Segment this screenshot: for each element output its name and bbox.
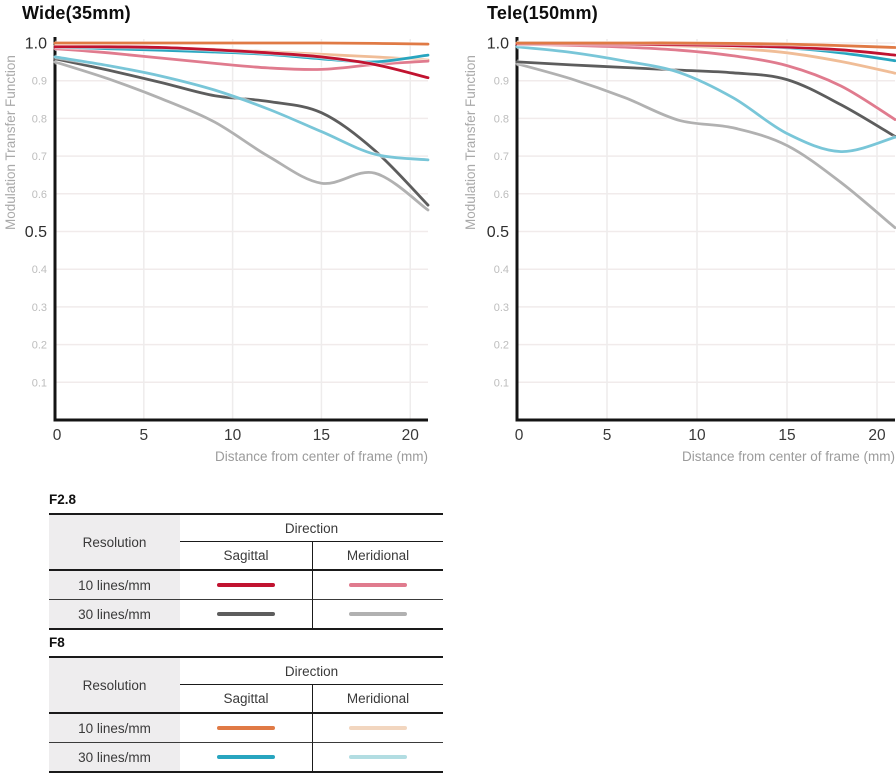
y-tick-label: 0.3 <box>494 302 509 314</box>
x-tick-label: 20 <box>868 427 886 444</box>
direction-header: Direction <box>180 658 443 685</box>
legend-swatch-meridional <box>349 726 407 730</box>
curve-f8-10-sagittal <box>515 41 896 49</box>
aperture-label: F8 <box>49 635 65 650</box>
legend-swatch-cell-sagittal <box>180 571 312 600</box>
legend-swatch-cell-sagittal <box>180 714 312 743</box>
curve-f28-30-meridional <box>515 62 896 230</box>
x-tick-label: 15 <box>778 427 795 444</box>
x-tick-label: 5 <box>139 427 148 444</box>
legend-swatch-cell-meridional <box>312 571 443 600</box>
resolution-header: Resolution <box>49 515 180 571</box>
x-axis-label: Distance from center of frame (mm) <box>681 449 895 464</box>
y-tick-label: 1.0 <box>487 36 509 53</box>
x-tick-label: 0 <box>515 427 524 444</box>
legend-table-f28: F2.8 Resolution Direction Sagittal Meridiona… <box>49 492 443 630</box>
legend-swatch-meridional <box>349 612 407 616</box>
resolution-label: 30 lines/mm <box>49 743 180 771</box>
y-tick-label: 0.2 <box>32 340 47 352</box>
resolution-header: Resolution <box>49 658 180 714</box>
meridional-header: Meridional <box>312 685 443 714</box>
y-tick-label: 0.1 <box>32 377 47 389</box>
legend-swatch-sagittal <box>217 583 275 587</box>
aperture-label: F2.8 <box>49 492 77 507</box>
legend-swatch-cell-meridional <box>312 714 443 743</box>
x-tick-label: 10 <box>688 427 706 444</box>
y-tick-label: 0.7 <box>32 151 47 163</box>
y-tick-label: 0.8 <box>32 113 47 125</box>
legend-swatch-sagittal <box>217 726 275 730</box>
y-tick-label: 0.4 <box>32 264 47 276</box>
curve-halo <box>54 59 430 212</box>
legend-swatch-meridional <box>349 755 407 759</box>
x-tick-label: 0 <box>53 427 62 444</box>
y-tick-label: 0.2 <box>494 340 509 352</box>
legend-grid: Resolution Direction Sagittal Meridional 10 … <box>49 513 443 630</box>
y-tick-label: 0.1 <box>494 377 509 389</box>
y-tick-label: 0.9 <box>494 76 509 88</box>
legend-swatch-meridional <box>349 583 407 587</box>
resolution-label: 30 lines/mm <box>49 600 180 628</box>
curve-f28-10-sagittal <box>53 45 430 80</box>
direction-header: Direction <box>180 515 443 542</box>
chart-title-wide: Wide(35mm) <box>22 3 131 23</box>
y-tick-label: 0.8 <box>494 113 509 125</box>
meridional-header: Meridional <box>312 542 443 571</box>
y-tick-label: 0.7 <box>494 151 509 163</box>
x-tick-label: 5 <box>603 427 612 444</box>
curve-f8-30-meridional <box>515 45 896 154</box>
x-tick-label: 15 <box>313 427 330 444</box>
x-axis-label: Distance from center of frame (mm) <box>214 449 428 464</box>
y-tick-label: 0.3 <box>32 302 47 314</box>
curve-f28-30-meridional <box>53 60 430 212</box>
y-tick-label: 0.4 <box>494 264 509 276</box>
resolution-label: 10 lines/mm <box>49 714 180 743</box>
resolution-label: 10 lines/mm <box>49 571 180 600</box>
x-tick-label: 10 <box>224 427 242 444</box>
sagittal-header: Sagittal <box>180 542 312 571</box>
legend-swatch-sagittal <box>217 612 275 616</box>
plot-area-wide: 1.0 0.9 0.8 0.7 0.6 0.5 0.4 0.3 0.2 0.1 0 5 10 15 20 <box>25 36 430 444</box>
curve-f28-30-sagittal <box>515 60 896 138</box>
legend-grid: Resolution Direction Sagittal Meridional 10 … <box>49 656 443 773</box>
legend-swatch-cell-meridional <box>312 743 443 771</box>
chart-title-tele: Tele(150mm) <box>487 3 598 23</box>
mtf-chart-wide: Wide(35mm) Modulation Transfer Function … <box>0 0 448 470</box>
y-tick-label: 0.5 <box>487 224 509 241</box>
plot-area-tele: 1.0 0.9 0.8 0.7 0.6 0.5 0.4 0.3 0.2 0.1 0 5 10 15 20 <box>487 36 896 444</box>
mtf-chart-tele: Tele(150mm) Modulation Transfer Function… <box>448 0 896 470</box>
curve-halo <box>516 61 896 230</box>
legend-table-f8: F8 Resolution Direction Sagittal Meridional 1… <box>49 635 443 773</box>
legend-swatch-sagittal <box>217 755 275 759</box>
y-tick-label: 0.5 <box>25 224 47 241</box>
y-tick-label: 1.0 <box>25 36 47 53</box>
y-tick-label: 0.6 <box>494 189 509 201</box>
sagittal-header: Sagittal <box>180 685 312 714</box>
curve-f8-10-sagittal <box>53 41 430 46</box>
curve-f8-30-meridional <box>53 55 430 162</box>
x-tick-label: 20 <box>402 427 420 444</box>
y-tick-label: 0.6 <box>32 189 47 201</box>
y-tick-label: 0.9 <box>32 76 47 88</box>
legend-swatch-cell-meridional <box>312 600 443 628</box>
legend-swatch-cell-sagittal <box>180 743 312 771</box>
legend-swatch-cell-sagittal <box>180 600 312 628</box>
